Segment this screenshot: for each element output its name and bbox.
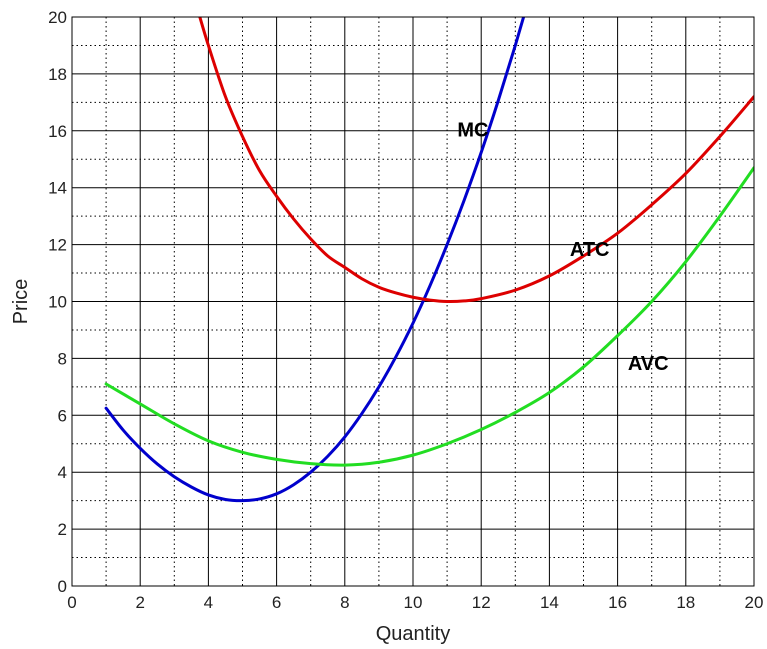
x-axis-label: Quantity: [376, 623, 450, 645]
y-tick-label: 6: [58, 406, 67, 425]
curve-label-mc: MC: [457, 119, 488, 141]
y-tick-label: 18: [48, 65, 67, 84]
series-line-avc: [104, 166, 754, 467]
y-tick-label: 4: [58, 463, 67, 482]
series-line-mc: [104, 17, 526, 503]
plot-frame: [71, 16, 755, 587]
y-tick-label: 2: [58, 520, 67, 539]
x-tick-label: 18: [676, 593, 695, 612]
x-tick-label: 8: [340, 593, 349, 612]
x-tick-label: 4: [204, 593, 213, 612]
x-tick-label: 6: [272, 593, 281, 612]
series-line-atc: [198, 17, 754, 304]
curve-label-atc: ATC: [570, 239, 610, 261]
x-tick-label: 0: [67, 593, 76, 612]
y-tick-label: 10: [48, 293, 67, 312]
y-axis-label: Price: [10, 279, 32, 325]
y-tick-label: 14: [48, 179, 67, 198]
grid: [71, 16, 755, 587]
x-tick-label: 16: [608, 593, 627, 612]
curve-labels: MC ATC AVC: [457, 119, 668, 374]
x-tick-label: 14: [540, 593, 559, 612]
x-tick-label: 2: [135, 593, 144, 612]
y-tick-label: 8: [58, 349, 67, 368]
x-tick-label: 20: [745, 593, 764, 612]
y-tick-label: 12: [48, 236, 67, 255]
y-tick-label: 16: [48, 122, 67, 141]
curve-label-avc: AVC: [628, 353, 669, 375]
y-tick-label: 20: [48, 8, 67, 27]
y-tick-label: 0: [58, 577, 67, 596]
x-tick-label: 10: [404, 593, 423, 612]
curves: [104, 17, 754, 503]
tick-labels: 0 2 4 6 8 10 12 14 16 18 20 0 2 4 6 8 10 12 14 16 18 20: [48, 8, 763, 612]
x-tick-label: 12: [472, 593, 491, 612]
